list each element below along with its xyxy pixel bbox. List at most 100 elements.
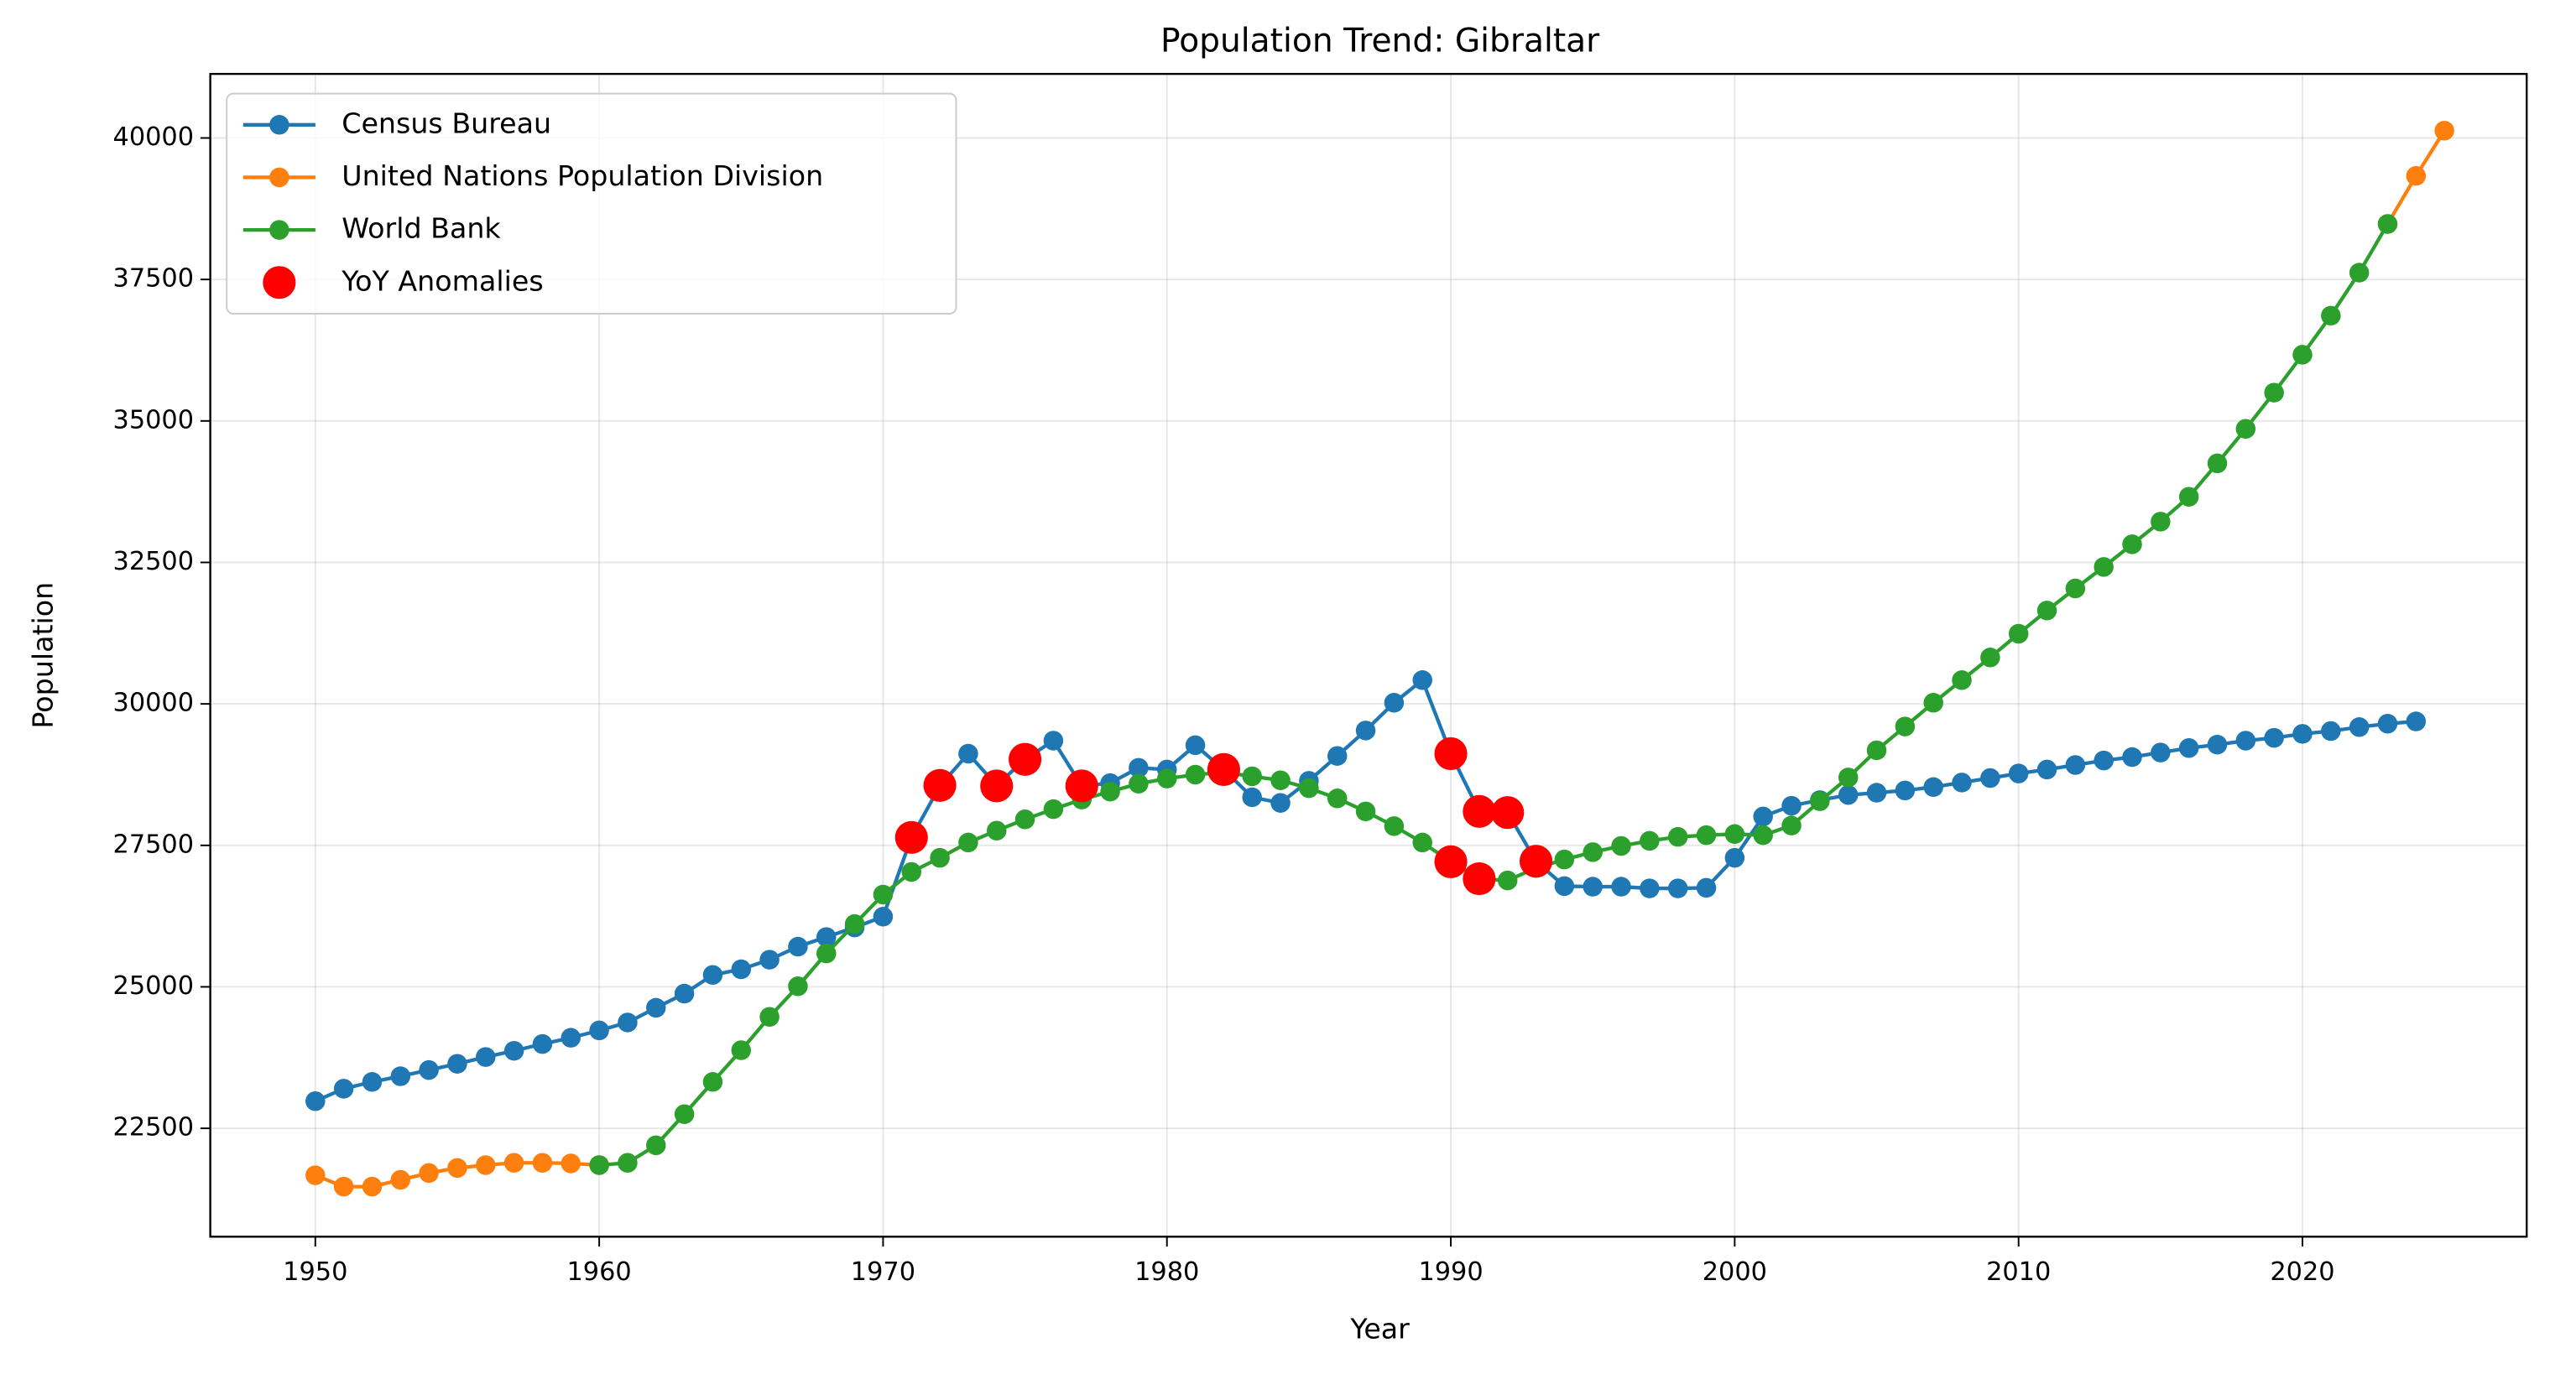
data-point xyxy=(2008,623,2029,644)
data-point xyxy=(731,959,752,980)
data-point xyxy=(1640,830,1660,851)
data-point xyxy=(532,1033,553,1054)
data-point xyxy=(1611,877,1631,897)
data-point xyxy=(1100,781,1120,802)
data-point xyxy=(1355,721,1376,741)
data-point xyxy=(1185,764,1206,785)
data-point xyxy=(873,884,894,905)
data-point xyxy=(561,1028,581,1048)
data-point xyxy=(362,1176,383,1197)
legend-marker xyxy=(269,220,289,240)
x-axis-label: Year xyxy=(1349,1312,1410,1345)
data-point xyxy=(1327,788,1348,809)
data-point xyxy=(816,927,837,947)
data-point xyxy=(419,1059,439,1080)
data-point xyxy=(1554,876,1575,897)
y-tick-label: 32500 xyxy=(113,547,194,576)
data-point xyxy=(2122,534,2142,554)
data-point xyxy=(305,1090,326,1111)
plot-frame xyxy=(209,72,2528,1238)
data-point xyxy=(1611,835,1631,856)
chart-title: Population Trend: Gibraltar xyxy=(1160,22,1600,60)
legend-label: Census Bureau xyxy=(342,107,551,139)
legend-box xyxy=(226,92,957,315)
x-tick-label: 2000 xyxy=(1703,1257,1767,1287)
data-point xyxy=(1895,716,1916,736)
data-point xyxy=(390,1169,411,1190)
data-point xyxy=(1781,815,1802,835)
data-point xyxy=(2377,713,2398,734)
data-point xyxy=(1384,693,1405,713)
data-point xyxy=(532,1153,553,1174)
data-point xyxy=(702,1072,723,1092)
data-point xyxy=(2151,512,2171,532)
data-point xyxy=(1980,648,2000,668)
legend-marker xyxy=(263,266,296,299)
data-point xyxy=(589,1020,609,1041)
data-point xyxy=(476,1155,496,1175)
data-point xyxy=(2434,120,2454,141)
x-tick-label: 1990 xyxy=(1418,1257,1483,1287)
legend: Census Bureau United Nations Population D… xyxy=(226,92,957,315)
x-tick-label: 1950 xyxy=(283,1257,347,1287)
data-point xyxy=(503,1040,524,1061)
data-point xyxy=(2377,214,2398,234)
data-point xyxy=(1497,870,1518,891)
legend-marker xyxy=(269,115,289,135)
data-point xyxy=(1384,816,1405,836)
data-point xyxy=(2292,724,2313,744)
data-point xyxy=(1129,773,1149,794)
data-point xyxy=(2292,345,2313,365)
data-point xyxy=(2235,731,2256,751)
data-point xyxy=(390,1066,411,1086)
data-point xyxy=(702,965,723,986)
data-point xyxy=(674,983,695,1004)
legend-label: World Bank xyxy=(342,212,501,245)
data-point xyxy=(305,1165,326,1185)
data-point xyxy=(447,1158,467,1179)
data-point xyxy=(1242,766,1262,787)
data-point xyxy=(2151,742,2171,762)
y-tick-label: 30000 xyxy=(113,689,194,718)
data-point xyxy=(2235,419,2256,439)
data-point xyxy=(2406,165,2427,186)
data-point xyxy=(2207,734,2228,755)
y-tick-label: 40000 xyxy=(113,122,194,152)
data-point xyxy=(1838,768,1859,788)
anomaly-point xyxy=(1463,794,1496,828)
y-tick-label: 37500 xyxy=(113,264,194,294)
data-point xyxy=(2321,721,2341,742)
data-point xyxy=(618,1012,638,1033)
data-point xyxy=(646,1135,666,1156)
data-point xyxy=(1355,801,1376,822)
data-point xyxy=(2178,738,2199,758)
data-point xyxy=(646,997,666,1018)
y-tick-label: 25000 xyxy=(113,971,194,1001)
anomaly-point xyxy=(894,820,928,854)
data-point xyxy=(2036,759,2057,780)
data-point xyxy=(788,936,808,957)
data-point xyxy=(1327,746,1348,766)
data-point xyxy=(1640,878,1660,898)
data-point xyxy=(333,1176,354,1197)
data-point xyxy=(759,1007,780,1027)
data-point xyxy=(2264,727,2284,748)
data-point xyxy=(1270,770,1291,790)
x-tick-label: 2010 xyxy=(1986,1257,2051,1287)
data-point xyxy=(1866,740,1887,761)
data-point xyxy=(930,847,950,868)
data-point xyxy=(2349,717,2370,737)
data-point xyxy=(1923,777,1943,798)
data-point xyxy=(1156,768,1177,788)
data-point xyxy=(1980,768,2000,788)
anomaly-point xyxy=(1519,845,1553,878)
anomaly-point xyxy=(1463,862,1496,896)
data-point xyxy=(1412,832,1432,853)
data-point xyxy=(1667,878,1688,898)
data-point xyxy=(1583,842,1603,862)
data-point xyxy=(2008,763,2029,783)
data-point xyxy=(1838,785,1859,805)
y-tick-label: 22500 xyxy=(113,1113,194,1142)
data-point xyxy=(901,861,921,882)
